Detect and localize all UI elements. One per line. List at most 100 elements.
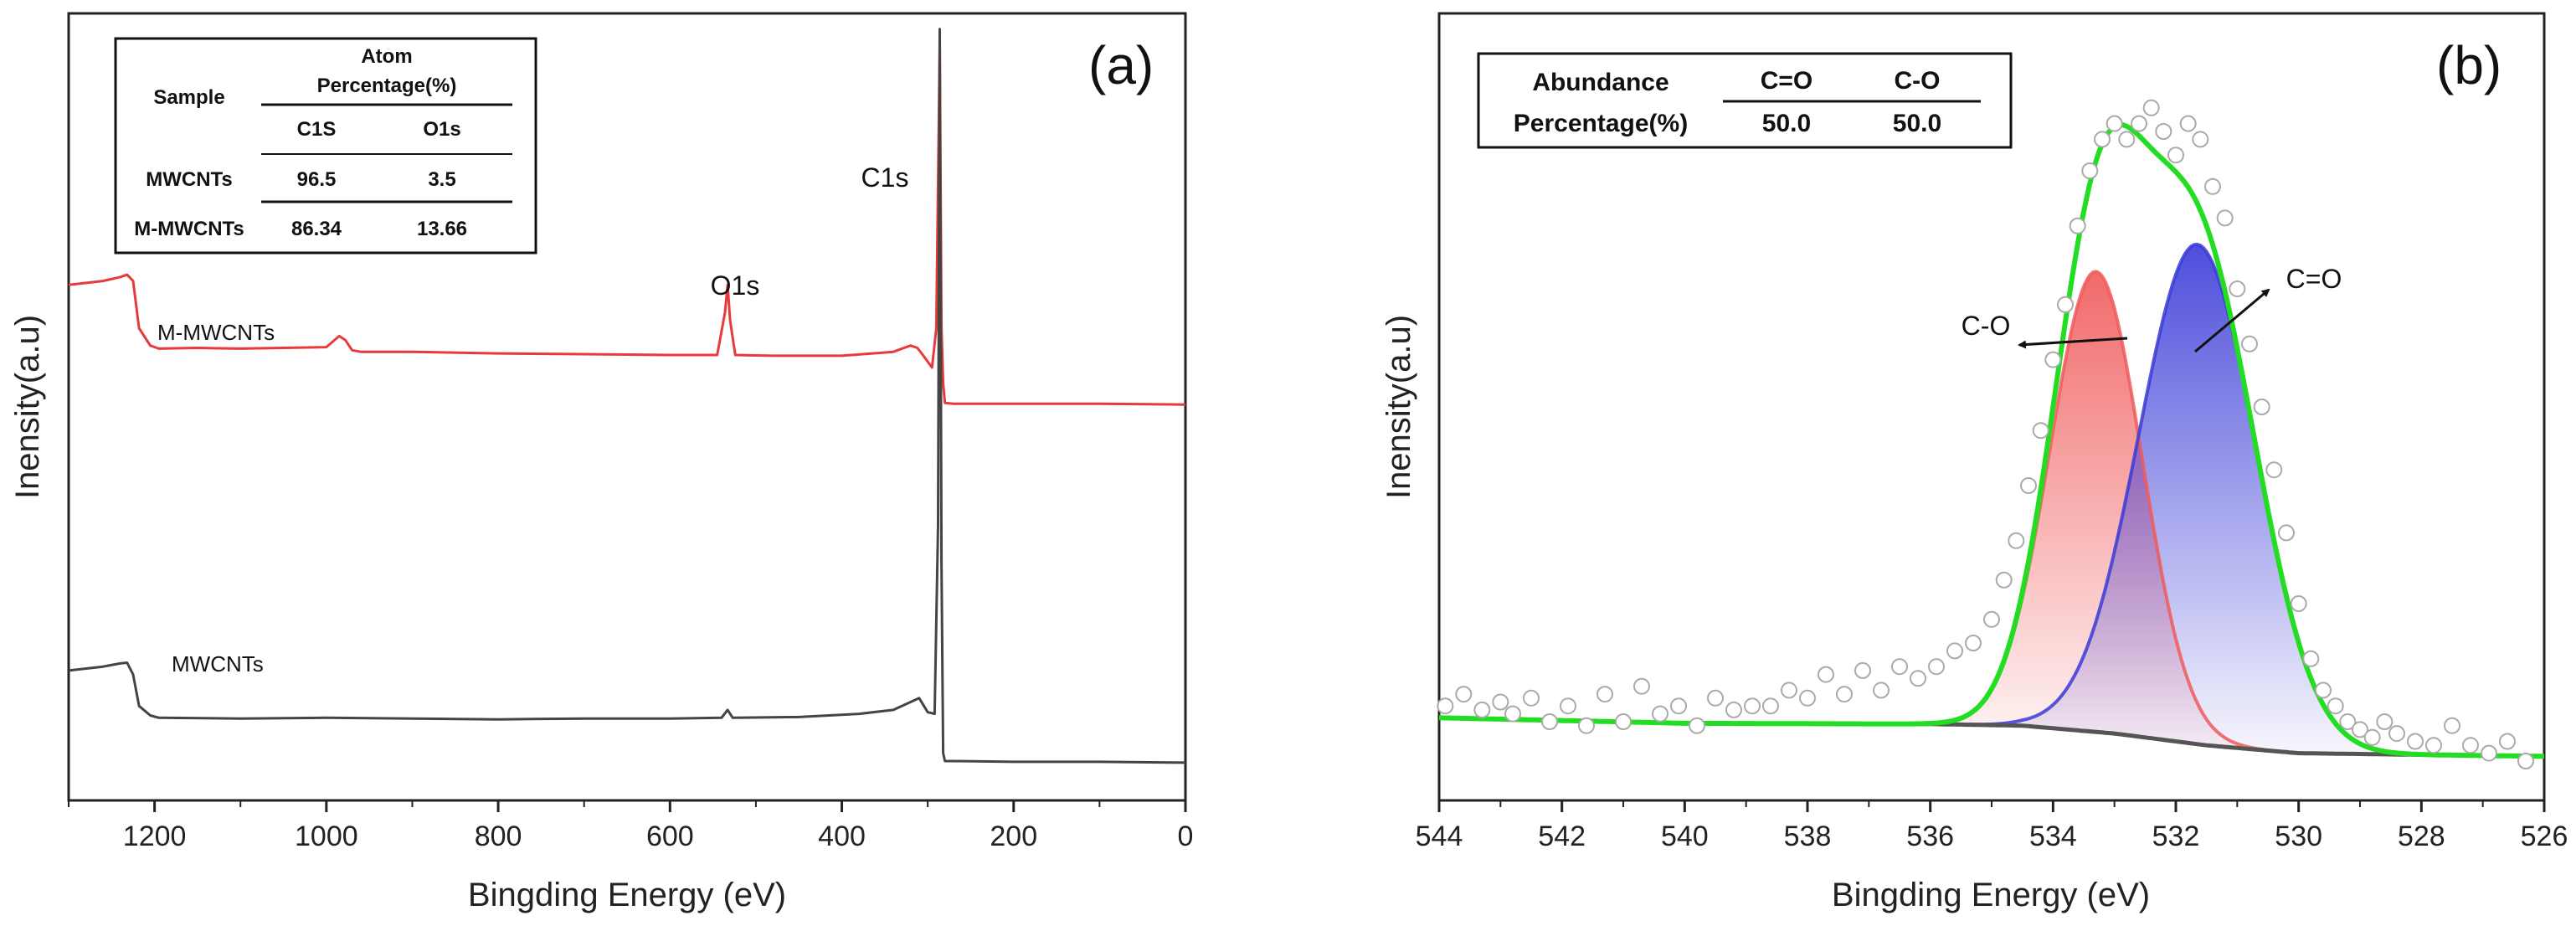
raw-data-point <box>1689 717 1705 734</box>
raw-data-point <box>1707 689 1724 707</box>
raw-data-point <box>1633 677 1650 695</box>
raw-data-point <box>2376 713 2393 730</box>
raw-data-point <box>1523 689 1540 707</box>
table-header-sample: Sample <box>153 86 224 109</box>
panel-b-x-axis-title: Bingding Energy (eV) <box>1832 877 2150 913</box>
table-col-c1s: C1S <box>297 118 337 141</box>
x-tick-label: 542 <box>1538 821 1586 852</box>
table-row-sample: MWCNTs <box>146 168 233 191</box>
raw-data-point <box>1762 697 1779 715</box>
table-col-o1s: O1s <box>423 118 460 141</box>
raw-data-point <box>2032 422 2049 440</box>
abundance-row-label: Percentage(%) <box>1514 110 1688 137</box>
raw-data-point <box>1615 713 1632 730</box>
raw-data-point <box>2388 725 2405 743</box>
x-tick-label: 544 <box>1416 821 1463 852</box>
raw-data-point <box>1541 713 1558 730</box>
table-row-o1s: 3.5 <box>428 168 455 191</box>
panel-b-raw-points <box>1437 99 2534 769</box>
raw-data-point <box>2155 123 2172 140</box>
panel-a-label: (a) <box>1088 35 1154 95</box>
raw-data-point <box>1965 635 1982 651</box>
raw-data-point <box>2517 753 2534 769</box>
x-tick-label: 540 <box>1661 821 1709 852</box>
x-tick-label: 1200 <box>123 821 187 852</box>
raw-data-point <box>2020 477 2037 494</box>
raw-data-point <box>2407 733 2424 750</box>
series-label-mwcnts: MWCNTs <box>172 651 264 676</box>
raw-data-point <box>1725 701 1742 718</box>
x-tick-label: 528 <box>2398 821 2445 852</box>
raw-data-point <box>2008 532 2025 549</box>
raw-data-point <box>1781 682 1797 699</box>
arrow-c-o <box>2018 337 2128 349</box>
x-tick-label: 800 <box>475 821 522 852</box>
raw-data-point <box>2253 399 2270 415</box>
panel-a-series <box>68 28 1186 764</box>
raw-data-point <box>2057 296 2074 313</box>
raw-data-point <box>1744 697 1761 715</box>
series-line-mwcnts <box>68 28 1186 764</box>
peak-label-c1s: C1s <box>861 162 909 193</box>
table-header-atom: Atom <box>361 45 412 68</box>
raw-data-point <box>1995 571 2013 589</box>
raw-data-point <box>2462 737 2479 754</box>
abundance-col-c-double-o: C=O <box>1761 67 1813 95</box>
panel-a-frame <box>67 12 1187 802</box>
raw-data-point <box>1597 686 1613 703</box>
raw-data-point <box>2302 650 2320 667</box>
raw-data-point <box>2192 131 2209 148</box>
raw-data-point <box>2167 147 2184 164</box>
raw-data-point <box>2094 131 2111 148</box>
raw-data-point <box>2444 717 2460 734</box>
raw-data-point <box>1910 670 1926 687</box>
atom-percentage-table: Atom Percentage(%) Sample C1S O1s MWCNTs… <box>114 37 537 255</box>
panel-b-lines <box>1438 121 2545 759</box>
x-tick-label: 1000 <box>295 821 358 852</box>
component-fill-c-double-o <box>1439 244 2544 757</box>
panel-a-x-ticks: 1200 1000 800 600 400 200 0 <box>68 800 1194 852</box>
raw-data-point <box>2229 280 2246 297</box>
panel-b-x-ticks: 544 542 540 538 536 534 532 530 528 526 <box>1416 800 2568 852</box>
raw-data-point <box>1946 642 1963 660</box>
x-tick-label: 0 <box>1178 821 1194 852</box>
raw-data-point <box>1652 705 1668 723</box>
raw-data-point <box>2352 721 2368 738</box>
arrow-c-double-o <box>2194 288 2270 353</box>
raw-data-point <box>1492 693 1509 711</box>
x-tick-label: 600 <box>646 821 694 852</box>
abundance-col-c-o: C-O <box>1895 67 1941 95</box>
x-tick-label: 538 <box>1784 821 1832 852</box>
raw-data-point <box>1928 658 1945 676</box>
table-row-sample: M-MWCNTs <box>134 218 244 240</box>
table-header-percentage: Percentage(%) <box>317 75 457 97</box>
panel-b: 544 542 540 538 536 534 532 530 528 526 (b) C-O C… <box>1381 12 2568 913</box>
raw-data-point <box>1455 686 1473 703</box>
panel-b-y-axis-title: Inensity(a.u) <box>1381 315 1417 499</box>
raw-data-point <box>2339 713 2357 730</box>
peak-label-c-o: C-O <box>1962 311 2011 341</box>
panel-b-component-fills <box>1439 244 2544 757</box>
raw-data-point <box>2044 351 2062 368</box>
abundance-table: Abundance C=O C-O Percentage(%) 50.0 50.… <box>1477 52 2013 149</box>
table-row-c1s: 86.34 <box>291 218 342 240</box>
envelope-line <box>1438 121 2545 759</box>
raw-data-point <box>2204 177 2221 195</box>
atom-table-frame <box>114 37 537 255</box>
raw-data-point <box>2363 728 2381 746</box>
raw-data-point <box>2081 162 2099 179</box>
x-tick-label: 526 <box>2521 821 2568 852</box>
abundance-value-c-double-o: 50.0 <box>1762 110 1811 137</box>
raw-data-point <box>2481 744 2497 762</box>
x-tick-label: 530 <box>2275 821 2322 852</box>
x-tick-label: 534 <box>2029 821 2077 852</box>
raw-data-point <box>2106 115 2123 132</box>
x-tick-label: 532 <box>2152 821 2200 852</box>
x-tick-label: 536 <box>1906 821 1954 852</box>
raw-data-point <box>2499 733 2516 750</box>
x-tick-label: 200 <box>990 821 1037 852</box>
abundance-header: Abundance <box>1532 69 1668 96</box>
series-label-m-mwcnts: M-MWCNTs <box>157 320 275 345</box>
peak-label-o1s: O1s <box>711 270 760 301</box>
